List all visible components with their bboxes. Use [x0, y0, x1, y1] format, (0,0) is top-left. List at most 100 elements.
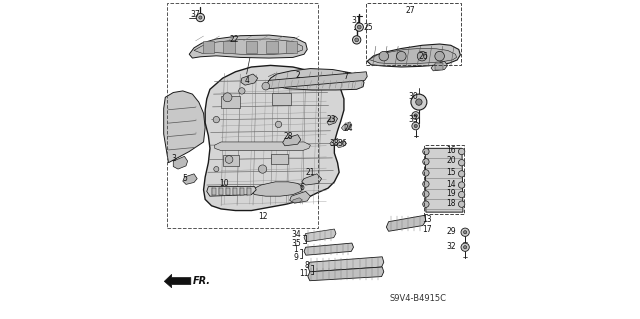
Circle shape	[435, 51, 444, 61]
Text: 12: 12	[258, 212, 268, 221]
Circle shape	[458, 201, 465, 207]
Polygon shape	[221, 96, 240, 108]
Circle shape	[422, 159, 429, 165]
Circle shape	[422, 181, 429, 187]
Circle shape	[458, 191, 465, 198]
Text: 23: 23	[326, 115, 336, 124]
Text: 27: 27	[406, 6, 415, 15]
Polygon shape	[387, 215, 426, 231]
Circle shape	[416, 99, 422, 105]
Circle shape	[214, 167, 219, 172]
Text: S9V4-B4915C: S9V4-B4915C	[390, 294, 447, 303]
Polygon shape	[164, 91, 205, 163]
Polygon shape	[173, 156, 188, 169]
Text: 15: 15	[446, 168, 456, 177]
Circle shape	[355, 38, 358, 42]
Text: 37: 37	[190, 11, 200, 19]
Text: 16: 16	[446, 146, 456, 155]
Circle shape	[458, 148, 465, 155]
Circle shape	[259, 165, 267, 173]
Circle shape	[458, 171, 465, 177]
Polygon shape	[293, 198, 303, 202]
Polygon shape	[308, 267, 384, 281]
Text: 14: 14	[446, 180, 456, 189]
Circle shape	[461, 228, 469, 236]
Polygon shape	[207, 187, 256, 196]
Circle shape	[414, 124, 417, 128]
Polygon shape	[271, 154, 288, 164]
Polygon shape	[189, 35, 307, 58]
Polygon shape	[268, 69, 364, 90]
Polygon shape	[241, 74, 258, 85]
Text: 38: 38	[330, 139, 339, 148]
Circle shape	[463, 246, 467, 249]
Text: 1: 1	[294, 245, 298, 254]
Text: FR.: FR.	[193, 276, 211, 286]
Text: 28: 28	[284, 132, 293, 141]
Polygon shape	[304, 243, 353, 255]
Text: 13: 13	[422, 215, 432, 224]
Bar	[424, 145, 463, 214]
Bar	[167, 3, 319, 228]
Circle shape	[411, 94, 427, 110]
Polygon shape	[308, 257, 384, 272]
Polygon shape	[239, 188, 244, 195]
Polygon shape	[337, 140, 346, 148]
Circle shape	[422, 201, 429, 207]
Text: 31: 31	[351, 16, 360, 25]
Text: 29: 29	[446, 227, 456, 236]
Polygon shape	[252, 182, 303, 196]
Circle shape	[412, 112, 420, 119]
Polygon shape	[223, 41, 235, 53]
Text: 35: 35	[292, 239, 301, 248]
Polygon shape	[266, 41, 278, 53]
Polygon shape	[225, 188, 230, 195]
Circle shape	[239, 88, 245, 94]
Text: 4: 4	[244, 76, 250, 85]
Circle shape	[379, 51, 388, 61]
Text: 11: 11	[300, 269, 309, 278]
Polygon shape	[304, 229, 336, 242]
Circle shape	[422, 191, 429, 197]
Polygon shape	[283, 135, 301, 146]
Polygon shape	[183, 174, 197, 184]
Circle shape	[417, 51, 427, 61]
Circle shape	[275, 121, 282, 128]
Circle shape	[397, 51, 406, 61]
Text: 9: 9	[293, 253, 298, 262]
Polygon shape	[435, 63, 443, 70]
Text: 6: 6	[300, 183, 304, 192]
Circle shape	[463, 231, 467, 234]
Circle shape	[357, 25, 361, 29]
Circle shape	[355, 23, 364, 31]
Polygon shape	[330, 117, 334, 122]
Circle shape	[422, 148, 429, 155]
Text: 10: 10	[220, 179, 229, 188]
Polygon shape	[302, 174, 321, 185]
Circle shape	[422, 170, 429, 176]
Polygon shape	[218, 188, 223, 195]
Circle shape	[262, 82, 269, 90]
Polygon shape	[341, 122, 352, 130]
Text: 22: 22	[229, 35, 239, 44]
Text: 8: 8	[304, 261, 309, 270]
Text: 26: 26	[419, 52, 429, 61]
Polygon shape	[431, 61, 447, 71]
Polygon shape	[267, 72, 367, 89]
Text: 19: 19	[446, 189, 456, 198]
Polygon shape	[204, 65, 344, 211]
Polygon shape	[290, 191, 310, 203]
Text: 3: 3	[171, 154, 176, 163]
Polygon shape	[194, 39, 303, 55]
Text: 21: 21	[306, 168, 315, 177]
Polygon shape	[246, 41, 257, 53]
Polygon shape	[246, 188, 252, 195]
Polygon shape	[164, 274, 191, 288]
Polygon shape	[203, 41, 214, 53]
Text: 33: 33	[408, 115, 419, 124]
Text: 5: 5	[182, 174, 187, 182]
Circle shape	[414, 114, 417, 117]
Polygon shape	[212, 188, 216, 195]
Polygon shape	[285, 41, 297, 53]
Text: 18: 18	[446, 199, 456, 208]
